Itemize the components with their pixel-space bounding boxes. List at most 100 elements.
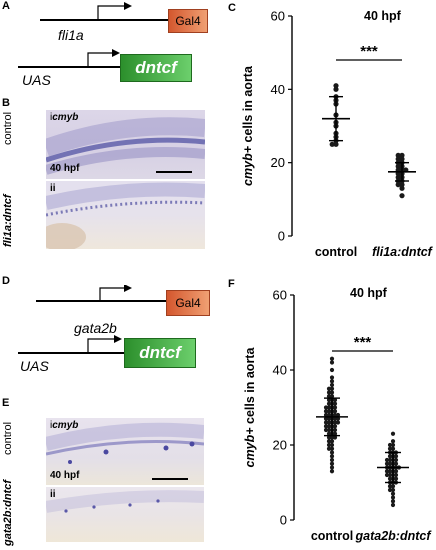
data-point <box>329 386 335 391</box>
data-point <box>323 416 329 421</box>
data-point <box>332 424 338 429</box>
data-point <box>323 427 329 433</box>
data-point <box>399 193 405 199</box>
data-point <box>329 356 335 361</box>
data-point <box>390 487 396 493</box>
panel-b-micrograph-control: icmyb 40 hpf <box>46 110 205 179</box>
data-point <box>332 412 338 418</box>
data-point <box>390 499 396 504</box>
data-point <box>387 487 393 493</box>
panel-f-letter: F <box>228 278 235 290</box>
data-point <box>329 439 335 444</box>
data-point <box>393 454 399 459</box>
data-point <box>326 416 332 421</box>
y-tick-label: 60 <box>271 9 285 24</box>
dntcf-box: dntcf <box>124 338 196 368</box>
data-point <box>329 367 335 373</box>
aorta-staining-mutant <box>46 182 205 249</box>
panel-a-construct-diagram <box>18 2 168 68</box>
gal4-box: Gal4 <box>168 9 208 33</box>
y-tick-label: 40 <box>273 363 287 378</box>
data-point <box>329 465 335 470</box>
data-point <box>332 405 338 410</box>
driver-promoter-arrow <box>97 5 124 20</box>
gata2b-label: gata2b <box>74 320 117 336</box>
data-point <box>395 182 401 188</box>
x-category-label: fli1a:dntcf <box>372 245 434 259</box>
data-point <box>323 424 329 429</box>
data-point <box>323 412 329 418</box>
data-point <box>332 397 338 403</box>
uas-label: UAS <box>22 72 51 88</box>
responder-promoter-arrow <box>87 52 112 67</box>
roman-numeral-i: i <box>50 420 53 431</box>
data-point <box>326 386 332 391</box>
stage-label: 40 hpf <box>50 470 80 481</box>
data-point <box>384 472 390 478</box>
data-point <box>399 185 405 191</box>
data-point <box>329 435 335 440</box>
significance-label: *** <box>354 334 372 351</box>
data-point <box>332 427 338 433</box>
data-point <box>332 409 338 414</box>
data-point <box>329 461 335 466</box>
data-point <box>393 472 399 478</box>
driver-promoter-arrow <box>99 287 124 301</box>
cmyb-probe-label: cmyb <box>52 112 79 123</box>
driver-arrowhead <box>124 285 132 292</box>
data-point <box>395 152 401 158</box>
data-point <box>333 86 339 92</box>
data-point <box>395 163 401 169</box>
data-point <box>387 472 393 478</box>
data-point <box>329 382 335 388</box>
data-point <box>332 435 338 440</box>
data-point <box>326 401 332 406</box>
x-category-label: control <box>315 245 357 259</box>
data-point <box>399 182 405 188</box>
panel-e-micrograph-mutant: ii <box>46 487 204 542</box>
panel-d-letter: D <box>2 275 10 287</box>
data-point <box>384 461 390 466</box>
data-point <box>326 409 332 414</box>
chart-title: 40 hpf <box>350 286 388 300</box>
panel-b-micrograph-mutant: ii <box>46 181 205 249</box>
data-point <box>326 446 332 451</box>
aorta-staining-control <box>46 117 205 175</box>
scale-bar <box>152 478 188 480</box>
data-point <box>399 156 405 162</box>
data-point <box>393 461 399 466</box>
data-point <box>329 450 335 455</box>
data-point <box>326 424 332 429</box>
genotype-label-control: control <box>2 421 14 455</box>
y-axis-label: cmyb+ cells in aorta <box>243 347 257 468</box>
data-point <box>387 484 393 489</box>
data-point <box>399 152 405 158</box>
data-point <box>332 431 338 436</box>
data-point <box>335 416 341 421</box>
data-point <box>326 439 332 444</box>
gal4-box: Gal4 <box>166 290 210 316</box>
data-point <box>326 397 332 403</box>
responder-promoter-arrow <box>87 338 114 353</box>
uas-label: UAS <box>20 358 49 374</box>
data-point <box>393 476 399 481</box>
y-axis-label: cmyb+ cells in aorta <box>241 65 255 186</box>
data-point <box>326 420 332 425</box>
data-point <box>323 409 329 414</box>
chart-c: 0 20 40 60 cmyb+ cells in aorta 40 hpf *** cont… <box>241 9 434 260</box>
panel-e-micrograph-control: icmyb 40 hpf <box>46 418 204 485</box>
x-category-label: gata2b:dntcf <box>355 529 433 543</box>
data-point <box>329 457 335 463</box>
data-point <box>395 156 401 162</box>
data-point <box>335 420 341 425</box>
data-point <box>329 454 335 459</box>
aorta-staining-control <box>46 422 204 464</box>
data-point <box>326 394 332 399</box>
genotype-label-gata2b-dntcf: gata2b:dntcf <box>2 480 14 546</box>
responder-arrowhead <box>112 49 120 57</box>
data-point <box>335 412 341 418</box>
data-point <box>393 469 399 474</box>
data-point <box>390 446 396 451</box>
roman-numeral-i: i <box>50 112 53 123</box>
data-point <box>387 442 393 448</box>
